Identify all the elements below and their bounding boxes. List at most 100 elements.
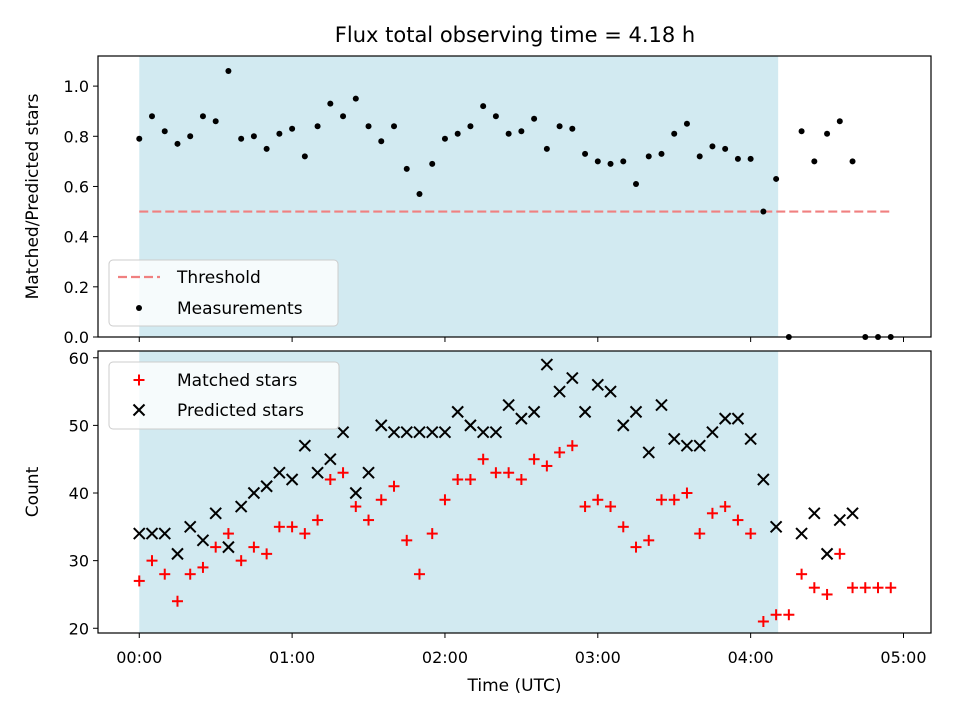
bottom-predicted-point (400, 425, 413, 439)
bottom-matched-point (719, 501, 731, 513)
top-point (849, 158, 856, 165)
bottom-predicted-point-b (171, 547, 184, 561)
top-point (836, 118, 843, 125)
bottom-predicted-point (566, 371, 579, 385)
top-ytick-label: 0.4 (64, 228, 89, 247)
bottom-predicted-point (502, 398, 515, 412)
bottom-predicted-point-b (718, 412, 732, 425)
bottom-predicted-point-b (133, 527, 146, 540)
bottom-matched-point (133, 575, 145, 587)
bottom-xtick-label: 04:00 (728, 648, 774, 667)
top-point (174, 140, 181, 147)
bottom-predicted-point (324, 452, 337, 466)
bottom-matched-point (477, 453, 489, 465)
bottom-predicted-point-b (757, 473, 770, 486)
top-point (531, 115, 538, 122)
bottom-predicted-point (731, 412, 745, 425)
bottom-ytick-label: 30 (69, 552, 89, 571)
bottom-predicted-point-b (502, 398, 515, 412)
top-point (187, 133, 194, 140)
bottom-predicted-point-b (655, 398, 668, 412)
bottom-matched-point (745, 528, 757, 540)
legend-predicted-label: Predicted stars (177, 401, 304, 421)
top-legend-box (108, 259, 339, 327)
bottom-matched-point (146, 555, 158, 567)
bottom-matched-point (273, 521, 285, 533)
bottom-predicted-point-b (464, 419, 477, 432)
bottom-matched-point (681, 487, 693, 499)
top-point (747, 155, 754, 162)
bottom-predicted-point-b (731, 412, 745, 425)
bottom-predicted-point-b (222, 540, 235, 554)
bottom-predicted-point-b (273, 466, 286, 479)
bottom-predicted-point-b (234, 500, 248, 513)
bottom-matched-point (783, 609, 795, 621)
top-point (734, 155, 741, 162)
top-point (225, 68, 232, 75)
bottom-matched-point (566, 440, 578, 452)
bottom-predicted-point-b (591, 378, 605, 392)
bottom-matched-point (706, 507, 718, 519)
bottom-predicted-point-b (476, 425, 490, 439)
top-point (327, 100, 334, 107)
top-point (441, 135, 448, 142)
top-point (696, 153, 703, 160)
top-point (518, 128, 525, 135)
bottom-predicted-point (718, 412, 732, 425)
bottom-predicted-point-b (642, 446, 655, 459)
bottom-predicted-point-b (744, 432, 757, 446)
bottom-xtick-label: 05:00 (880, 648, 926, 667)
bottom-legend: Matched stars Predicted stars (108, 361, 340, 430)
bottom-predicted-point (349, 486, 363, 500)
bottom-ylabel: Count (23, 466, 43, 517)
bottom-predicted-point (234, 500, 248, 513)
top-point (645, 153, 652, 160)
bottom-matched-point (299, 528, 311, 540)
bottom-matched-point (261, 548, 273, 560)
top-point (161, 128, 168, 135)
bottom-predicted-point-b (566, 371, 579, 385)
top-point (263, 145, 270, 152)
bottom-predicted-point (578, 405, 592, 419)
top-point (378, 138, 385, 145)
bottom-matched-point (605, 501, 617, 513)
bottom-predicted-point (744, 432, 757, 446)
bottom-matched-point (643, 534, 655, 546)
bottom-matched-point (630, 541, 642, 553)
top-point (136, 135, 143, 142)
bottom-matched-point (834, 548, 846, 560)
bottom-predicted-point-b (260, 480, 273, 493)
bottom-matched-point (210, 541, 222, 553)
bottom-predicted-point-b (604, 385, 617, 398)
top-point (480, 103, 487, 110)
bottom-matched-point (413, 568, 425, 580)
bottom-matched-point (222, 528, 234, 540)
bottom-ytick-label: 20 (69, 619, 89, 638)
bottom-matched-point (464, 473, 476, 485)
bottom-predicted-point-b (184, 520, 197, 534)
top-point (760, 208, 767, 215)
bottom-matched-point (770, 609, 782, 621)
bottom-xtick-label: 02:00 (422, 648, 468, 667)
bottom-predicted-point (362, 466, 375, 479)
top-point (722, 145, 729, 152)
bottom-matched-point (401, 534, 413, 546)
bottom-matched-point (554, 446, 566, 458)
bottom-legend-box (108, 361, 340, 430)
bottom-matched-point (350, 501, 362, 513)
bottom-predicted-point-b (362, 466, 375, 479)
bottom-matched-point (872, 582, 884, 594)
legend-measurements-swatch (136, 305, 142, 311)
bottom-predicted-point-b (426, 425, 439, 439)
bottom-predicted-point-b (375, 419, 388, 432)
bottom-predicted-point-b (629, 405, 643, 419)
top-point (391, 123, 398, 130)
bottom-panel: 20 30 40 50 60 00:00 01:00 02:00 03:00 04:00 05:00… (23, 349, 932, 696)
bottom-predicted-point-b (298, 439, 312, 452)
bottom-predicted-point-b (769, 520, 783, 534)
bottom-matched-point (171, 595, 183, 607)
top-panel: 0.0 0.2 0.4 0.6 0.8 1.0 Matched/Predicted star… (23, 55, 932, 347)
bottom-predicted-point (145, 527, 159, 540)
bottom-predicted-point-b (247, 486, 261, 500)
